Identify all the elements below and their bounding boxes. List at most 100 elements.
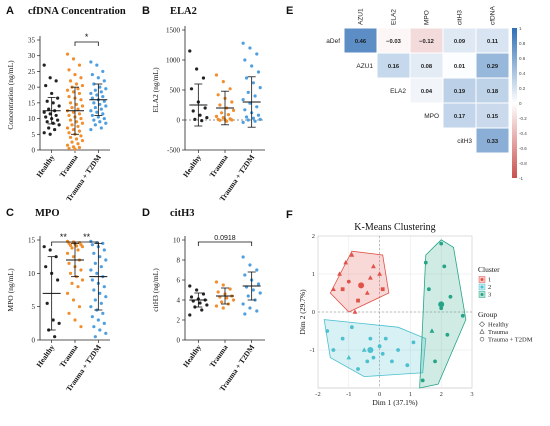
data-point <box>411 340 416 345</box>
data-point <box>99 90 103 94</box>
data-point <box>67 68 71 72</box>
x-tick-label: Trauma <box>58 153 80 179</box>
data-point <box>241 302 245 306</box>
x-tick-label: -1 <box>346 391 351 398</box>
data-point <box>77 112 82 116</box>
y-tick-label: 10 <box>28 115 36 123</box>
data-point <box>367 275 373 280</box>
data-point <box>104 104 108 108</box>
data-point <box>99 126 103 130</box>
panel-title: K-Means Clustering <box>354 222 435 233</box>
x-tick-label: 3 <box>470 391 473 398</box>
x-tick-label: Trauma <box>208 153 230 179</box>
data-point <box>68 135 73 140</box>
data-point <box>44 265 48 269</box>
data-point <box>241 41 245 45</box>
data-point <box>325 329 330 333</box>
data-point <box>45 120 49 124</box>
cluster-center <box>358 282 365 289</box>
data-point <box>99 107 103 111</box>
data-point <box>89 109 93 113</box>
heatmap-value: 0.09 <box>454 39 466 45</box>
data-point <box>92 101 96 105</box>
data-point <box>221 306 225 310</box>
data-point <box>188 313 192 317</box>
data-point <box>56 118 60 122</box>
data-point <box>48 112 52 116</box>
heatmap-col-label: ELA2 <box>391 9 398 25</box>
data-point <box>42 131 46 135</box>
data-point <box>68 271 73 275</box>
heatmap-cell <box>475 127 510 154</box>
x-axis-label: Dim 1 (37.1%) <box>372 398 418 407</box>
data-point <box>377 344 382 349</box>
data-point <box>448 294 453 299</box>
data-point <box>255 268 259 272</box>
heatmap-row-label: aDef <box>326 38 340 45</box>
data-point <box>101 112 105 116</box>
data-point <box>65 126 70 130</box>
y-tick-label: 0 <box>177 117 181 125</box>
colorbar-tick-label: 0.2 <box>519 86 526 91</box>
data-point <box>89 91 93 96</box>
heatmap-col-label: cfDNA <box>490 6 497 25</box>
significance-label: * <box>85 32 89 42</box>
legend-marker <box>479 337 485 342</box>
data-point <box>205 303 209 307</box>
data-point <box>98 102 102 107</box>
data-point <box>48 76 52 80</box>
data-point <box>96 76 100 80</box>
data-point <box>80 104 85 108</box>
data-point <box>258 86 262 90</box>
data-point <box>230 118 234 122</box>
x-tick-label: Trauma <box>58 343 80 369</box>
panel-letter: D <box>142 207 150 219</box>
data-point <box>433 359 437 364</box>
panel-title: cfDNA Concentration <box>28 6 126 17</box>
panel-b: B ELA2 -500 0 500 1000 1500 ELA2 (ng/mL) Healthy… <box>142 5 265 203</box>
data-point <box>104 331 108 335</box>
data-point <box>95 63 99 67</box>
data-point <box>65 291 70 295</box>
data-point <box>76 285 80 289</box>
colorbar <box>512 28 517 178</box>
data-point <box>92 288 96 292</box>
data-point <box>256 70 261 74</box>
panel-letter: F <box>286 209 293 221</box>
data-point <box>442 264 447 269</box>
data-point <box>396 348 400 352</box>
data-point <box>80 245 85 249</box>
cluster-hull <box>419 239 467 389</box>
legend-marker <box>480 285 484 289</box>
heatmap-row-label: citH3 <box>457 138 472 145</box>
data-point <box>214 280 219 284</box>
data-point <box>74 82 79 86</box>
data-point <box>93 298 97 302</box>
data-point <box>445 332 450 337</box>
data-point <box>380 287 385 292</box>
data-point <box>92 325 96 329</box>
panel-letter: C <box>6 207 14 219</box>
data-point <box>251 81 255 85</box>
data-point <box>371 355 376 360</box>
data-point <box>104 87 108 91</box>
data-point <box>70 123 74 127</box>
y-tick-label: 0 <box>312 309 315 316</box>
data-point <box>390 359 394 364</box>
y-tick-label: 1500 <box>166 27 181 35</box>
y-axis-label: MPO (ng/mL) <box>6 268 15 312</box>
legend-label: Trauma + T2DM <box>488 337 533 344</box>
data-point <box>101 94 105 99</box>
y-tick-label: 5 <box>32 131 36 139</box>
data-point <box>70 140 74 144</box>
data-point <box>53 335 57 339</box>
data-point <box>214 304 219 308</box>
data-point <box>188 284 192 288</box>
data-point <box>98 291 102 295</box>
data-point <box>76 248 80 252</box>
x-tick-label: Trauma <box>208 343 230 369</box>
y-tick-label: 5 <box>32 303 36 311</box>
heatmap-value: 0.01 <box>454 64 466 70</box>
data-point <box>405 363 410 368</box>
